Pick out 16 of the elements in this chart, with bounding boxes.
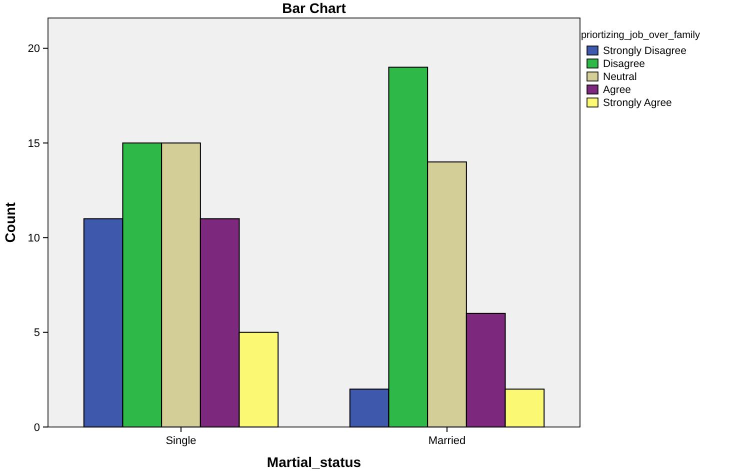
legend-label: Strongly Disagree bbox=[603, 45, 687, 57]
y-tick-label: 0 bbox=[34, 422, 40, 434]
chart-title: Bar Chart bbox=[282, 0, 346, 16]
x-tick-label: Married bbox=[428, 435, 466, 447]
y-tick-label: 15 bbox=[28, 138, 40, 150]
y-tick-label: 10 bbox=[28, 232, 40, 244]
x-axis-title: Martial_status bbox=[266, 454, 362, 470]
y-tick-label: 20 bbox=[28, 43, 40, 56]
legend-label: Neutral bbox=[603, 71, 637, 83]
y-tick-label: 5 bbox=[34, 327, 40, 340]
legend-label: Agree bbox=[603, 84, 632, 96]
legend-label: Disagree bbox=[603, 58, 646, 70]
y-axis-title: Count bbox=[2, 202, 18, 243]
x-tick-label: Single bbox=[166, 435, 196, 447]
legend-label: Strongly Agree bbox=[603, 97, 672, 109]
legend-title: priortizing_job_over_family bbox=[581, 30, 700, 41]
